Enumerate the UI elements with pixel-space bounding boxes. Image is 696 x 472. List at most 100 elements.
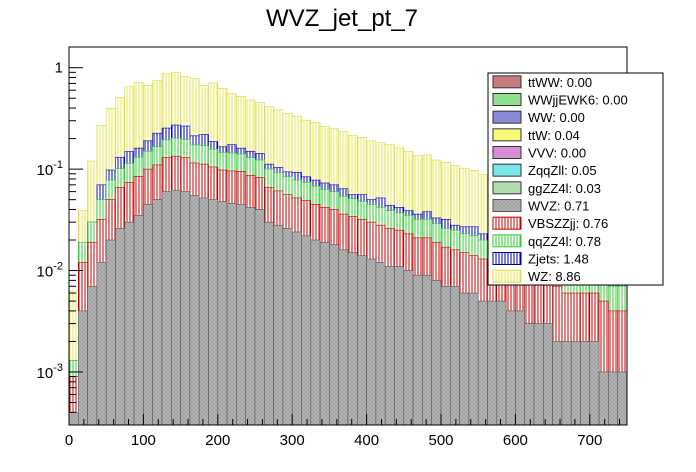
legend-swatch-WW xyxy=(492,110,522,124)
bar-WVZ-8 xyxy=(143,203,153,426)
bar-WVZ-23 xyxy=(282,228,293,426)
legend-label-VVV: VVV: 0.00 xyxy=(528,146,586,161)
bar-WVZ-39 xyxy=(431,280,442,426)
bar-WVZ-12 xyxy=(180,191,191,426)
bar-WVZ-36 xyxy=(403,270,414,426)
y-tick-label: 10-2 xyxy=(37,261,63,281)
y-axis: 10-3 10-2 10-1 1 xyxy=(37,60,83,426)
legend-swatch-VVV xyxy=(492,146,522,159)
bar-WVZ-17 xyxy=(226,203,237,426)
bar-WVZ-6 xyxy=(124,221,135,426)
legend-label-WVZ: WVZ: 0.71 xyxy=(528,199,589,214)
bar-WVZ-13 xyxy=(189,195,200,426)
bar-WVZ-42 xyxy=(459,292,470,426)
bar-WVZ-0 xyxy=(68,412,79,426)
bar-WVZ-57 xyxy=(598,371,609,426)
legend-label-Zjets: Zjets: 1.48 xyxy=(528,252,589,267)
bar-WVZ-5 xyxy=(115,228,126,426)
bar-WVZ-21 xyxy=(263,221,274,426)
legend-label-qqZZ4l: qqZZ4l: 0.78 xyxy=(528,234,601,249)
bar-WVZ-51 xyxy=(542,323,553,426)
bar-WVZ-29 xyxy=(338,249,349,426)
legend-label-ttW: ttW: 0.04 xyxy=(528,128,580,143)
legend-label-WW: WW: 0.00 xyxy=(528,110,585,125)
legend-label-ggZZ4l: ggZZ4l: 0.03 xyxy=(528,181,601,196)
bar-WVZ-30 xyxy=(347,252,358,426)
bar-WVZ-18 xyxy=(236,203,246,426)
legend-swatch-WWjjEWK6 xyxy=(492,93,522,106)
legend-swatch-WZ xyxy=(492,269,522,283)
y-tick-label: 10-1 xyxy=(37,159,63,179)
x-tick-label: 600 xyxy=(503,432,528,449)
bar-WVZ-2 xyxy=(87,285,98,426)
legend-swatch-ttW xyxy=(492,128,522,142)
bar-WVZ-52 xyxy=(552,341,563,426)
x-tick-label: 100 xyxy=(131,432,156,449)
bar-WVZ-54 xyxy=(570,341,581,426)
bar-WVZ-24 xyxy=(291,231,302,426)
x-tick-label: 400 xyxy=(354,432,379,449)
bar-WVZ-10 xyxy=(161,191,172,426)
bar-WVZ-40 xyxy=(440,285,451,426)
y-tick-label: 1 xyxy=(55,60,63,77)
x-tick-label: 700 xyxy=(577,432,602,449)
bar-WVZ-50 xyxy=(533,323,544,426)
bar-WVZ-37 xyxy=(412,274,423,426)
bar-WVZ-35 xyxy=(394,266,405,426)
legend-label-VBSZZjj: VBSZZjj: 0.76 xyxy=(528,216,608,231)
bar-WVZ-34 xyxy=(384,266,395,426)
legend-label-ZqqZll: ZqqZll: 0.05 xyxy=(528,163,597,178)
bar-WVZ-44 xyxy=(477,300,488,426)
x-tick-label: 500 xyxy=(428,432,453,449)
bar-WVZ-9 xyxy=(152,199,163,426)
bar-WVZ-26 xyxy=(310,239,321,426)
bar-WVZ-53 xyxy=(561,341,572,426)
bar-WVZ-20 xyxy=(254,209,265,426)
legend-swatch-WVZ xyxy=(492,199,522,212)
bar-WVZ-46 xyxy=(496,300,507,426)
legend: ttWW: 0.00 WWjjEWK6: 0.00 WW: 0.00 ttW: 0.0… xyxy=(487,72,664,286)
bar-WVZ-32 xyxy=(366,258,377,426)
legend-label-WWjjEWK6: WWjjEWK6: 0.00 xyxy=(528,93,628,108)
bar-WVZ-16 xyxy=(217,201,228,426)
bar-WVZ-55 xyxy=(580,341,591,426)
bar-WVZ-31 xyxy=(356,255,367,426)
bar-WVZ-15 xyxy=(208,199,219,426)
bar-WVZ-59 xyxy=(617,371,628,426)
bar-WVZ-49 xyxy=(524,323,535,426)
bar-WVZ-14 xyxy=(198,197,209,426)
bar-WVZ-28 xyxy=(329,244,339,426)
legend-label-ttWW: ttWW: 0.00 xyxy=(528,75,592,90)
bar-WVZ-38 xyxy=(422,274,432,426)
bar-WVZ-4 xyxy=(105,239,116,426)
bar-WVZ-25 xyxy=(301,235,312,426)
bar-WVZ-3 xyxy=(96,262,107,426)
legend-label-WZ: WZ: 8.86 xyxy=(528,269,581,284)
bar-WVZ-45 xyxy=(487,300,498,426)
bar-WVZ-27 xyxy=(319,241,330,426)
bar-WVZ-47 xyxy=(505,310,516,426)
bar-WVZ-48 xyxy=(515,310,526,426)
legend-swatch-ttWW xyxy=(492,75,522,89)
legend-swatch-qqZZ4l xyxy=(492,234,522,248)
x-tick-label: 300 xyxy=(280,432,305,449)
legend-swatch-ggZZ4l xyxy=(492,181,522,195)
legend-box xyxy=(487,72,664,286)
x-tick-label: 0 xyxy=(65,432,73,449)
bar-WVZ-41 xyxy=(449,285,460,426)
bar-WVZ-1 xyxy=(78,310,88,426)
bar-WVZ-56 xyxy=(589,341,600,426)
chart-title: WVZ_jet_pt_7 xyxy=(266,5,418,32)
bar-WVZ-19 xyxy=(245,207,256,426)
bar-WVZ-43 xyxy=(468,292,479,426)
bar-WVZ-22 xyxy=(273,224,284,426)
legend-swatch-VBSZZjj xyxy=(492,216,522,230)
legend-swatch-Zjets xyxy=(492,252,522,265)
bar-WVZ-33 xyxy=(375,262,386,426)
bar-WVZ-58 xyxy=(608,371,619,426)
legend-swatch-ZqqZll xyxy=(492,163,522,177)
y-tick-label: 10-3 xyxy=(37,362,63,382)
bar-WVZ-7 xyxy=(133,215,144,426)
x-axis: 0 100 200 300 400 500 600 700 xyxy=(65,414,621,449)
